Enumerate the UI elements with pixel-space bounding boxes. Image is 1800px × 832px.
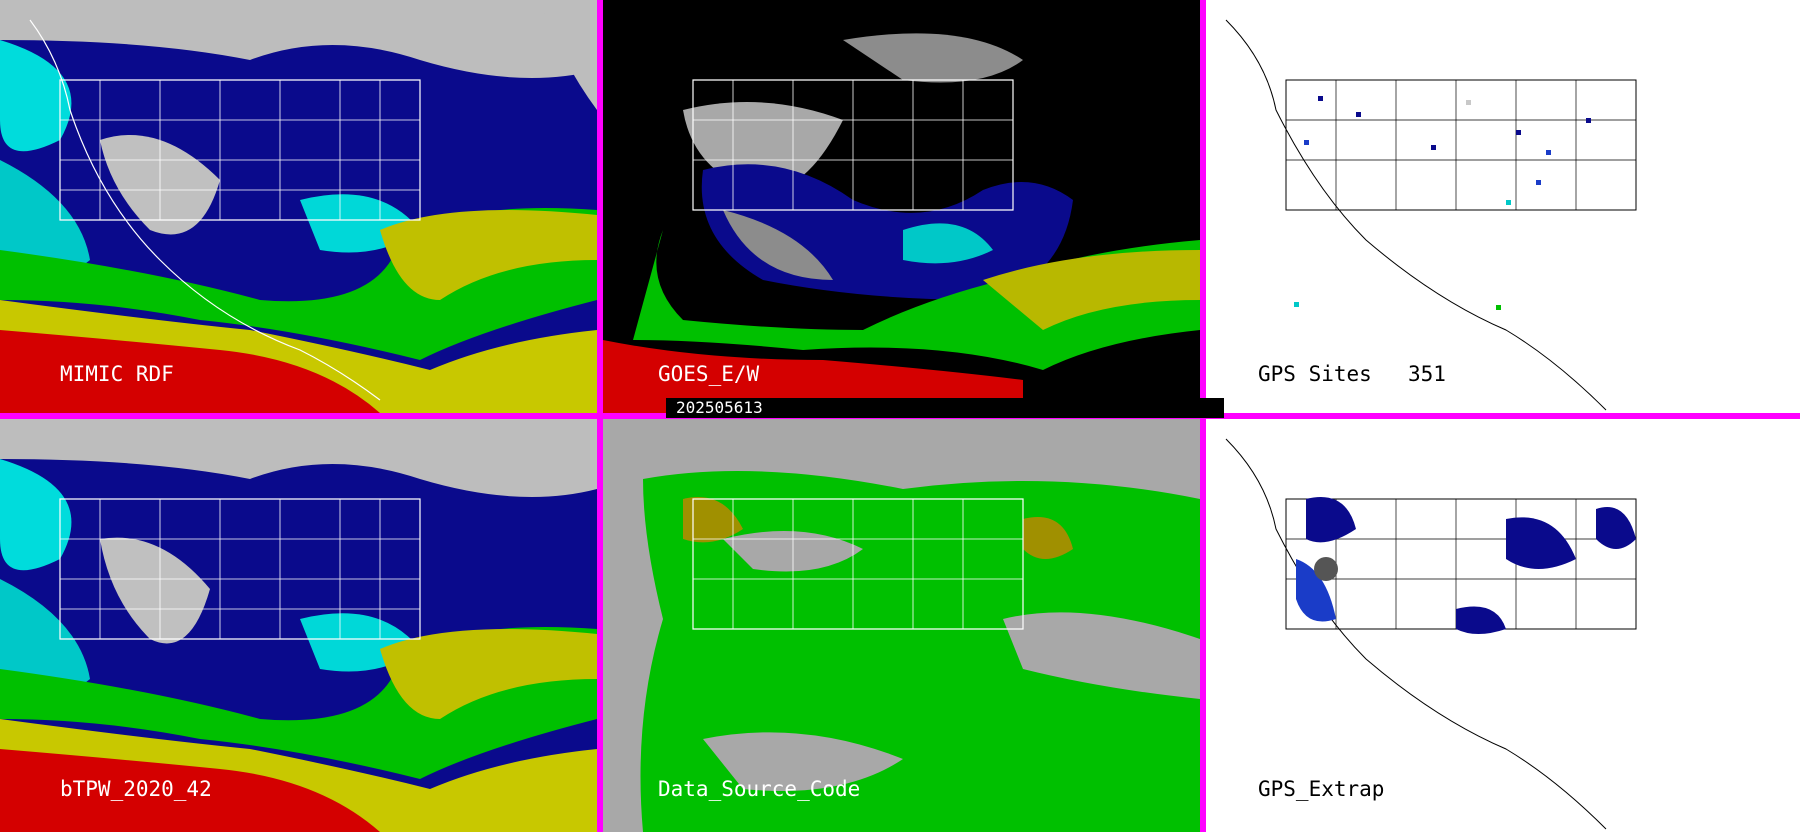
panel-gps-extrap: GPS_Extrap — [1206, 419, 1800, 832]
panel-gps-sites: GPS Sites 351 — [1206, 0, 1800, 413]
tpw-map-goes — [603, 0, 1200, 413]
panel-label-data-source: Data_Source_Code — [658, 777, 861, 801]
data-source-map — [603, 419, 1200, 832]
panel-label-btpw: bTPW_2020_42 — [60, 777, 212, 801]
panel-label-mimic-rdf: MIMIC RDF — [60, 362, 174, 386]
panel-label-gps-sites: GPS Sites — [1258, 362, 1372, 386]
panel-label-goes-ew: GOES_E/W — [658, 362, 760, 386]
panel-btpw: bTPW_2020_42 — [0, 419, 597, 832]
panel-goes-ew: GOES_E/W — [603, 0, 1200, 413]
tpw-map-mimic — [0, 0, 597, 413]
tpw-map-btpw — [0, 419, 597, 832]
gps-extrap-map — [1206, 419, 1800, 832]
panel-mimic-rdf: MIMIC RDF — [0, 0, 597, 413]
panel-data-source: Data_Source_Code — [603, 419, 1200, 832]
gps-site-count: 351 — [1408, 362, 1446, 386]
panel-label-gps-extrap: GPS_Extrap — [1258, 777, 1385, 801]
gps-sites-map — [1206, 0, 1800, 413]
timestamp-bar: 202505613 — [666, 398, 1224, 418]
